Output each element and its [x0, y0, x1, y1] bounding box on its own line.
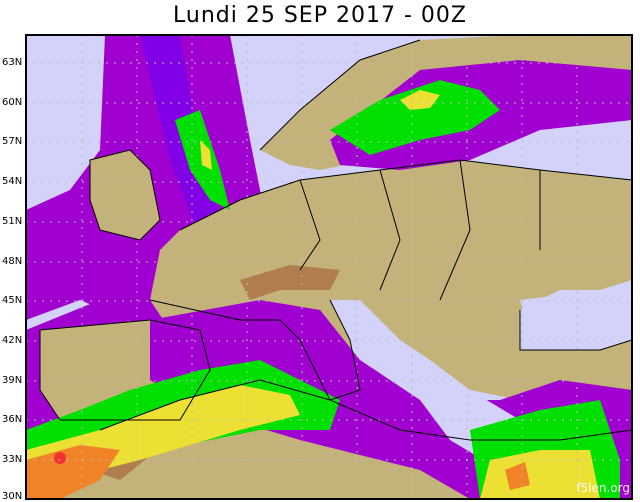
lat-label: 54N [2, 176, 23, 187]
precip-orange-atlantic [26, 445, 120, 499]
precip-yellow-scandinavia [400, 90, 440, 110]
lat-label: 45N [2, 295, 23, 306]
precip-yellow-north-sea [200, 140, 212, 170]
lat-label: 33N [2, 454, 23, 465]
lat-label: 51N [2, 216, 23, 227]
lat-label: 39N [2, 375, 23, 386]
map-frame [25, 34, 633, 500]
lat-label: 36N [2, 414, 23, 425]
lat-label: 57N [2, 136, 23, 147]
watermark: f5len.org [576, 481, 630, 495]
precip-green-scandinavia [330, 80, 500, 155]
graticule [26, 35, 632, 499]
lat-label: 30N [2, 491, 23, 502]
lat-label: 63N [2, 57, 23, 68]
precip-lavender-balkans [520, 290, 632, 345]
lat-label: 42N [2, 335, 23, 346]
land-british-isles [90, 150, 160, 240]
map-title: Lundi 25 SEP 2017 - 00Z [173, 3, 467, 28]
land-continent [150, 160, 632, 420]
mountains-alps [240, 265, 340, 300]
lat-label: 60N [2, 97, 23, 108]
precip-orange-africa [505, 462, 530, 490]
country-borders [39, 39, 632, 441]
precip-red-cell [54, 452, 66, 464]
lat-label: 48N [2, 256, 23, 267]
